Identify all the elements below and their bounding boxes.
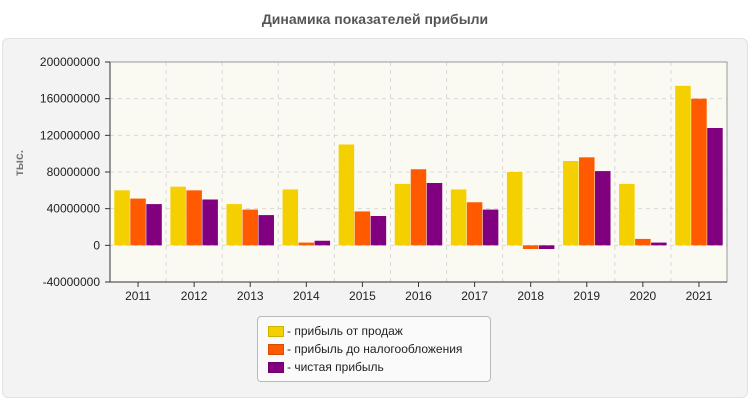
legend-label-pretax-profit: - прибыль до налогообложения	[287, 342, 463, 356]
bar	[466, 202, 483, 246]
bar	[522, 245, 539, 249]
bar	[186, 190, 202, 246]
bar	[242, 209, 258, 246]
bar	[298, 242, 315, 246]
bar	[619, 183, 635, 246]
y-axis-label: тыс.	[12, 150, 26, 176]
x-tick-label: 2017	[461, 289, 488, 303]
x-tick-label: 2020	[630, 289, 657, 303]
bar	[675, 85, 691, 246]
x-tick-label: 2015	[349, 289, 376, 303]
bar	[651, 242, 667, 246]
bar	[282, 189, 299, 246]
x-tick-label: 2012	[181, 289, 208, 303]
legend-label-sales-profit: - прибыль от продаж	[287, 324, 403, 338]
legend-item-sales-profit: - прибыль от продаж	[268, 322, 490, 340]
y-tick-label: 120000000	[40, 128, 100, 142]
bar	[426, 183, 443, 246]
bar	[506, 172, 523, 246]
y-tick-label: 80000000	[47, 165, 101, 179]
y-tick-label: -40000000	[43, 275, 101, 289]
bar	[114, 190, 130, 246]
legend-swatch-pretax-profit	[268, 343, 284, 355]
bar	[635, 238, 651, 246]
legend-item-net-profit: - чистая прибыль	[268, 358, 490, 376]
bar	[170, 186, 186, 246]
chart-title: Динамика показателей прибыли	[261, 11, 489, 27]
bar	[410, 169, 427, 246]
y-tick-label: 0	[93, 238, 100, 252]
chart-legend: - прибыль от продаж - прибыль до налогоо…	[257, 316, 491, 382]
legend-label-net-profit: - чистая прибыль	[287, 360, 384, 374]
bar	[707, 128, 723, 246]
bar	[482, 209, 499, 246]
bar	[450, 189, 467, 246]
bar	[338, 144, 355, 246]
bar	[202, 199, 218, 246]
bar	[226, 204, 242, 246]
legend-swatch-net-profit	[268, 361, 284, 373]
x-tick-label: 2014	[293, 289, 320, 303]
y-tick-label: 40000000	[47, 202, 101, 216]
bar	[538, 245, 555, 249]
x-tick-label: 2019	[573, 289, 600, 303]
x-tick-label: 2011	[125, 289, 151, 303]
bar	[691, 98, 707, 246]
bar	[595, 171, 611, 246]
bar	[579, 157, 595, 246]
x-tick-label: 2016	[405, 289, 432, 303]
bar	[563, 161, 579, 246]
bar	[394, 183, 411, 246]
y-tick-label: 200000000	[40, 55, 100, 69]
x-tick-label: 2013	[237, 289, 264, 303]
y-tick-label: 160000000	[40, 92, 100, 106]
x-tick-label: 2018	[517, 289, 544, 303]
bar	[130, 198, 146, 246]
bar	[258, 215, 274, 246]
legend-item-pretax-profit: - прибыль до налогообложения	[268, 340, 490, 358]
bar	[354, 211, 371, 246]
bar	[146, 204, 162, 246]
x-tick-label: 2021	[686, 289, 713, 303]
bar	[314, 240, 331, 246]
legend-swatch-sales-profit	[268, 325, 284, 337]
bar	[370, 216, 387, 246]
